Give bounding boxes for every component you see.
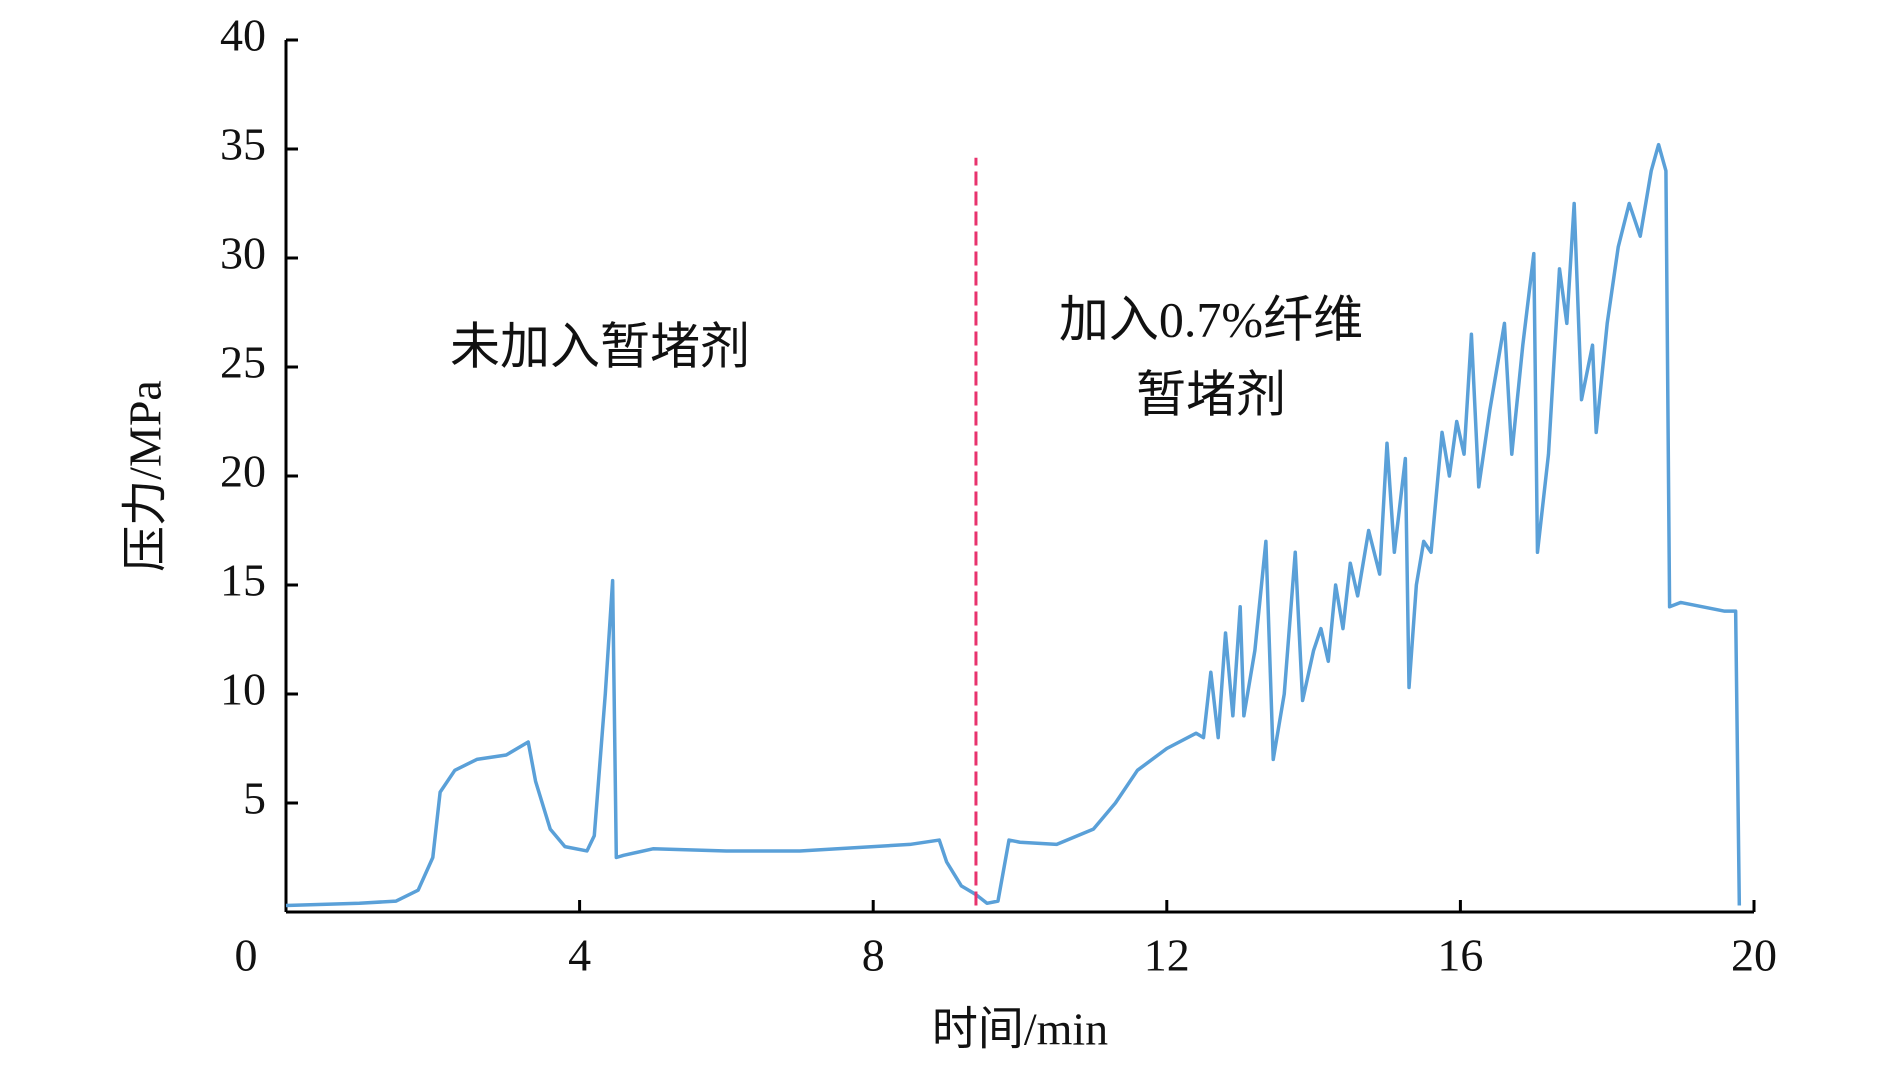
y-tick-label: 30 — [220, 228, 266, 279]
x-tick-label: 4 — [568, 930, 591, 981]
data-line — [285, 142, 1742, 908]
annotation: 暂堵剂 — [1136, 366, 1286, 422]
annotation: 加入0.7%纤维 — [1059, 291, 1363, 347]
y-tick-label: 5 — [243, 773, 266, 824]
x-tick-label: 20 — [1731, 930, 1777, 981]
y-tick-label: 35 — [220, 119, 266, 170]
x-tick-label: 12 — [1144, 930, 1190, 981]
y-tick-label: 20 — [220, 446, 266, 497]
x-axis-label: 时间/min — [932, 1004, 1108, 1055]
x-tick-label: 16 — [1437, 930, 1483, 981]
x-tick-label: 8 — [862, 930, 885, 981]
x-tick-label: 0 — [235, 930, 258, 981]
y-tick-label: 15 — [220, 555, 266, 606]
y-tick-label: 10 — [220, 664, 266, 715]
y-tick-label: 40 — [220, 10, 266, 61]
annotation: 未加入暂堵剂 — [450, 318, 750, 374]
y-axis-label: 压力/MPa — [120, 380, 171, 572]
y-tick-label: 25 — [220, 337, 266, 388]
